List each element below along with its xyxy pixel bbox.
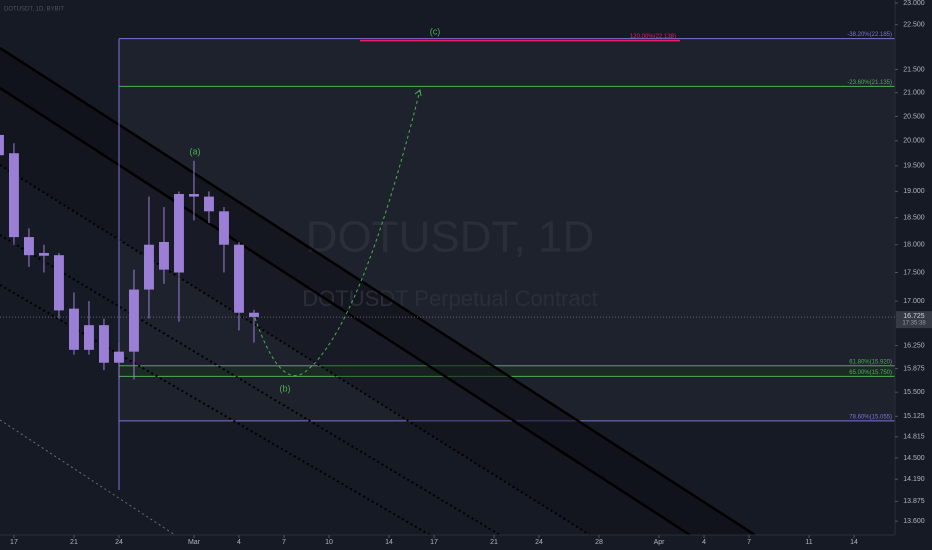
x-tick-label: 21	[70, 539, 78, 546]
wave-label: (b)	[280, 383, 291, 393]
y-tick-label: 15.500	[903, 389, 925, 396]
fib-label: 78.60%(15.055)	[849, 414, 892, 420]
price-label: 16.725	[903, 313, 925, 320]
fib-label: 65.00%(15.750)	[849, 370, 892, 376]
y-tick-label: 14.500	[903, 455, 925, 462]
y-tick-label: 23.000	[903, 0, 925, 7]
fib-zone-green	[118, 365, 895, 377]
candle-body	[0, 134, 4, 156]
y-tick-label: 14.190	[903, 476, 925, 483]
candle-body	[24, 237, 34, 256]
candle-body	[249, 312, 259, 317]
target-label: 120.00%(22.138)	[630, 34, 676, 40]
countdown: 17:35:38	[902, 321, 926, 327]
y-tick-label: 15.875	[903, 365, 925, 372]
y-tick-label: 13.875	[903, 498, 925, 505]
candle-body	[54, 255, 64, 311]
candle-body	[159, 241, 169, 270]
wave-label: (c)	[430, 26, 441, 36]
candle-body	[174, 193, 184, 273]
candle-body	[144, 244, 154, 290]
projection-path	[254, 89, 421, 377]
y-tick-label: 19.500	[903, 163, 925, 170]
candle-body	[69, 308, 79, 350]
candle-body	[99, 325, 109, 363]
projection-arrow	[414, 89, 422, 97]
channel-line	[0, 86, 691, 537]
candle-body	[114, 351, 124, 363]
y-tick-label: 17.500	[903, 269, 925, 276]
x-tick-label: 14	[385, 539, 393, 546]
y-tick-label: 18.500	[903, 215, 925, 222]
x-tick-label: 21	[490, 539, 498, 546]
y-tick-label: 22.500	[903, 22, 925, 29]
x-tick-label: 14	[850, 539, 858, 546]
candle-body	[219, 211, 229, 245]
x-tick-label: 24	[535, 539, 543, 546]
x-tick-label: 17	[10, 539, 18, 546]
fib-label: -23.60%(21.135)	[847, 80, 892, 86]
x-tick-label: 10	[325, 539, 333, 546]
x-tick-label: 4	[702, 539, 706, 546]
price-tag	[896, 311, 932, 329]
y-tick-label: 19.000	[903, 188, 925, 195]
x-tick-label: 17	[430, 539, 438, 546]
x-tick-label: 11	[805, 539, 812, 546]
x-tick-label: Mar	[188, 539, 201, 546]
channel-line	[0, 46, 756, 537]
x-tick-label: 7	[282, 539, 286, 546]
y-tick-label: 16.250	[903, 342, 925, 349]
x-tick-label: 4	[237, 539, 241, 546]
x-tick-label: Apr	[654, 539, 666, 546]
y-tick-label: 20.500	[903, 113, 925, 120]
y-tick-label: 21.000	[903, 90, 925, 97]
candle-body	[234, 244, 244, 313]
y-tick-label: 15.125	[903, 413, 925, 420]
candle-body	[189, 193, 199, 197]
x-tick-label: 24	[115, 539, 123, 546]
candle-body	[129, 289, 139, 352]
candle-body	[204, 196, 214, 212]
y-tick-label: 14.815	[903, 434, 925, 441]
y-tick-label: 20.000	[903, 138, 925, 145]
fib-label: -38.20%(22.185)	[847, 32, 892, 38]
x-tick-label: 28	[595, 539, 603, 546]
channel-dotted	[0, 234, 501, 536]
fib-label: 61.80%(15.920)	[849, 359, 892, 365]
x-tick-label: 7	[747, 539, 751, 546]
candle-body	[9, 153, 19, 238]
watermark-title: DOTUSDT, 1D	[306, 213, 594, 262]
y-tick-label: 21.500	[903, 66, 925, 73]
channel-dotted	[0, 164, 591, 536]
y-tick-label: 17.000	[903, 298, 925, 305]
chart-header: DOTUSDT, 1D, BYBIT	[4, 7, 64, 13]
wave-label: (a)	[190, 146, 201, 156]
y-tick-label: 13.600	[903, 518, 925, 525]
y-tick-label: 18.000	[903, 242, 925, 249]
candle-body	[84, 325, 94, 350]
watermark-subtitle: DOTUSDT Perpetual Contract	[302, 286, 597, 311]
candle-body	[39, 252, 49, 256]
